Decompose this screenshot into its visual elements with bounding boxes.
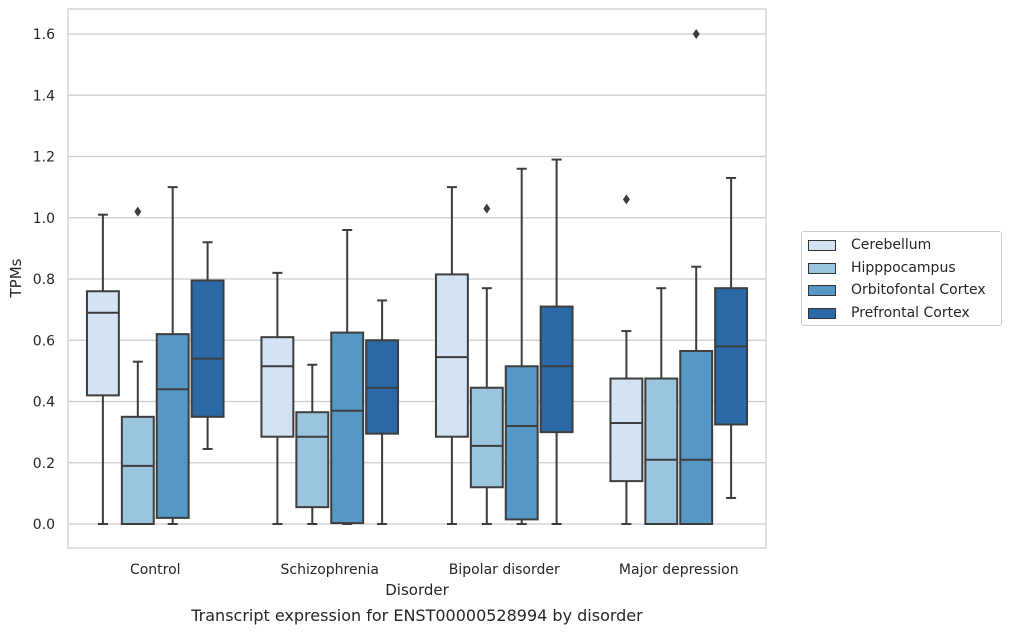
- box-body: [330, 331, 365, 525]
- box-major-depression-prefrontal-cortex: [714, 176, 749, 499]
- y-tick-label: 1.4: [33, 88, 55, 104]
- x-tick-label-major-depression: Major depression: [619, 562, 739, 578]
- box-body: [260, 336, 295, 438]
- x-axis-label: Disorder: [385, 581, 449, 599]
- box-major-depression-cerebellum: [609, 194, 644, 525]
- box-body: [85, 290, 120, 397]
- x-tick-label-schizophrenia: Schizophrenia: [281, 562, 379, 578]
- legend-label-cerebellum: Cerebellum: [851, 237, 932, 253]
- box-major-depression-hipppocampus: [644, 287, 679, 525]
- outlier-point: [483, 203, 491, 214]
- box-schizophrenia-orbitofontal-cortex: [330, 229, 365, 525]
- box-control-prefrontal-cortex: [190, 241, 225, 450]
- box-body: [609, 377, 644, 483]
- x-tick-label-bipolar-disorder: Bipolar disorder: [449, 562, 560, 578]
- legend-item-hippocampus: Hipppocampus: [808, 257, 956, 279]
- box-body: [644, 377, 679, 525]
- legend-item-orbitofrontal: Orbitofontal Cortex: [808, 279, 986, 301]
- box-body: [120, 415, 155, 525]
- y-tick-label: 0.2: [33, 456, 55, 472]
- box-schizophrenia-prefrontal-cortex: [365, 299, 400, 525]
- box-body: [504, 365, 539, 521]
- y-tick-label: 1.6: [33, 27, 55, 43]
- box-bipolar-disorder-cerebellum: [434, 186, 469, 525]
- box-control-hipppocampus: [120, 206, 155, 525]
- y-tick-label: 0.8: [33, 272, 55, 288]
- y-tick-label: 0.4: [33, 395, 55, 411]
- figure-caption: Transcript expression for ENST0000052899…: [191, 606, 643, 625]
- y-axis-label: TPMs: [7, 258, 25, 298]
- legend-swatch-cerebellum: [808, 239, 836, 251]
- box-major-depression-orbitofontal-cortex: [679, 29, 714, 525]
- box-body: [155, 333, 190, 519]
- y-tick-label: 1.2: [33, 150, 55, 166]
- legend: Cerebellum Hipppocampus Orbitofontal Cor…: [801, 231, 1002, 326]
- box-body: [539, 305, 574, 434]
- box-bipolar-disorder-prefrontal-cortex: [539, 158, 574, 525]
- boxes: [85, 29, 749, 525]
- box-body: [434, 273, 469, 438]
- legend-item-prefrontal: Prefrontal Cortex: [808, 302, 970, 324]
- legend-swatch-hippocampus: [808, 262, 836, 274]
- plot-frame: [67, 8, 767, 549]
- box-body: [295, 411, 330, 509]
- legend-swatch-orbitofrontal: [808, 284, 836, 296]
- legend-label-orbitofrontal: Orbitofontal Cortex: [851, 282, 986, 298]
- legend-item-cerebellum: Cerebellum: [808, 234, 931, 256]
- box-body: [469, 386, 504, 489]
- outlier-point: [134, 206, 142, 217]
- box-body: [190, 279, 225, 418]
- box-schizophrenia-cerebellum: [260, 271, 295, 525]
- outlier-point: [622, 194, 630, 205]
- box-body: [679, 349, 714, 525]
- legend-swatch-prefrontal: [808, 307, 836, 319]
- box-bipolar-disorder-orbitofontal-cortex: [504, 167, 539, 525]
- box-control-orbitofontal-cortex: [155, 186, 190, 525]
- legend-label-prefrontal: Prefrontal Cortex: [851, 305, 970, 321]
- box-body: [714, 287, 749, 426]
- x-tick-label-control: Control: [130, 562, 181, 578]
- y-tick-label: 0.6: [33, 333, 55, 349]
- y-tick-label: 1.0: [33, 211, 55, 227]
- box-control-cerebellum: [85, 213, 120, 525]
- box-schizophrenia-hipppocampus: [295, 363, 330, 525]
- legend-label-hippocampus: Hipppocampus: [851, 260, 956, 276]
- y-tick-label: 0.0: [33, 517, 55, 533]
- tick-labels: 0.0 0.2 0.4 0.6 0.8 1.0 1.2 1.4 1.6 Control Schizo…: [33, 27, 739, 578]
- box-bipolar-disorder-hipppocampus: [469, 203, 504, 525]
- outlier-point: [692, 29, 700, 39]
